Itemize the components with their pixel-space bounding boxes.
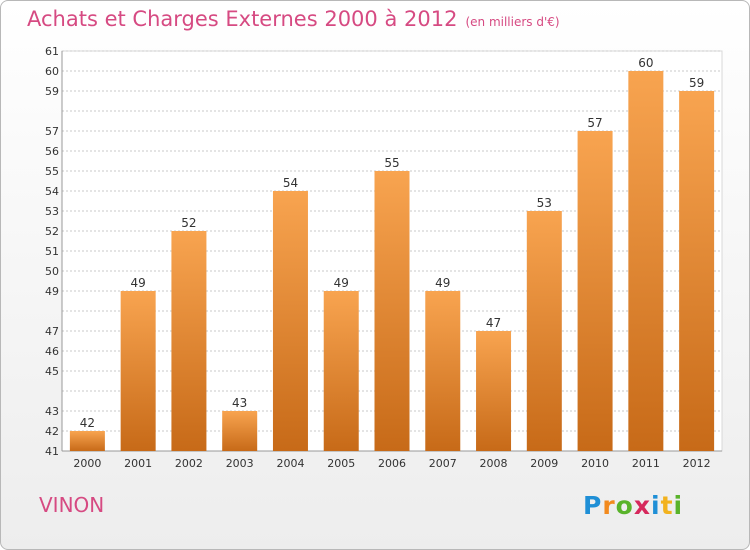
proxiti-logo: Proxiti xyxy=(583,491,683,520)
bar-2011 xyxy=(628,71,664,451)
y-tick-label: 61 xyxy=(45,45,59,58)
chart-subtitle: (en milliers d'€) xyxy=(465,15,560,29)
bar-2000 xyxy=(69,431,105,451)
x-tick-label: 2001 xyxy=(124,457,152,470)
y-tick-label: 55 xyxy=(45,165,59,178)
y-tick-label: 52 xyxy=(45,225,59,238)
y-tick-label: 53 xyxy=(45,205,59,218)
logo-letter: i xyxy=(651,491,661,520)
data-label: 49 xyxy=(435,276,450,290)
x-tick-label: 2007 xyxy=(429,457,457,470)
logo-letter: x xyxy=(633,491,651,520)
data-label: 47 xyxy=(486,316,501,330)
bar-2001 xyxy=(120,291,156,451)
y-tick-label: 51 xyxy=(45,245,59,258)
logo-letter: o xyxy=(615,491,634,520)
y-tick-label: 60 xyxy=(45,65,59,78)
y-tick-label: 56 xyxy=(45,145,59,158)
x-tick-label: 2002 xyxy=(175,457,203,470)
x-tick-label: 2009 xyxy=(530,457,558,470)
y-tick-label: 54 xyxy=(45,185,59,198)
bar-2007 xyxy=(425,291,461,451)
data-label: 53 xyxy=(537,196,552,210)
logo-letter: P xyxy=(583,491,603,520)
x-tick-label: 2004 xyxy=(276,457,304,470)
data-label: 60 xyxy=(638,56,653,70)
y-tick-label: 47 xyxy=(45,325,59,338)
x-tick-label: 2005 xyxy=(327,457,355,470)
y-tick-label: 45 xyxy=(45,365,59,378)
y-tick-label: 49 xyxy=(45,285,59,298)
bar-2005 xyxy=(323,291,359,451)
x-tick-label: 2003 xyxy=(226,457,254,470)
data-label: 49 xyxy=(131,276,146,290)
chart-title-text: Achats et Charges Externes 2000 à 2012 xyxy=(27,7,458,31)
commune-name: VINON xyxy=(39,493,105,517)
data-label: 43 xyxy=(232,396,247,410)
x-tick-label: 2011 xyxy=(632,457,660,470)
chart-title: Achats et Charges Externes 2000 à 2012 (e… xyxy=(27,7,560,31)
logo-letter: i xyxy=(673,491,684,520)
bar-2010 xyxy=(577,131,613,451)
logo-letter: t xyxy=(660,491,674,520)
bar-2012 xyxy=(679,91,715,451)
bar-2004 xyxy=(272,191,308,451)
y-tick-label: 50 xyxy=(45,265,59,278)
data-label: 59 xyxy=(689,76,704,90)
x-tick-label: 2008 xyxy=(480,457,508,470)
bar-2008 xyxy=(476,331,512,451)
data-label: 42 xyxy=(80,416,95,430)
bar-2006 xyxy=(374,171,410,451)
x-tick-label: 2012 xyxy=(683,457,711,470)
x-tick-label: 2006 xyxy=(378,457,406,470)
data-label: 52 xyxy=(181,216,196,230)
y-tick-label: 59 xyxy=(45,85,59,98)
bar-2002 xyxy=(171,231,207,451)
data-label: 49 xyxy=(334,276,349,290)
data-label: 55 xyxy=(384,156,399,170)
y-tick-label: 42 xyxy=(45,425,59,438)
bar-2003 xyxy=(222,411,258,451)
y-tick-label: 41 xyxy=(45,445,59,458)
y-tick-label: 57 xyxy=(45,125,59,138)
data-label: 54 xyxy=(283,176,298,190)
bar-2009 xyxy=(526,211,562,451)
x-tick-label: 2010 xyxy=(581,457,609,470)
data-label: 57 xyxy=(587,116,602,130)
y-tick-label: 46 xyxy=(45,345,59,358)
logo-letter: r xyxy=(602,491,616,520)
x-tick-label: 2000 xyxy=(73,457,101,470)
y-tick-label: 43 xyxy=(45,405,59,418)
